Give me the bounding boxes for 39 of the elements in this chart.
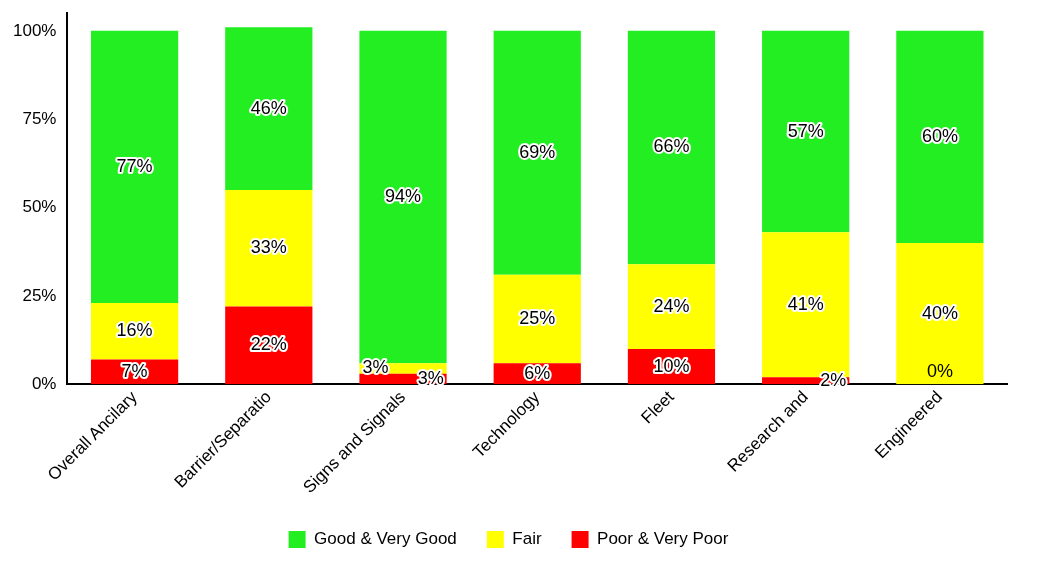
- data-label: 25%: [519, 307, 556, 328]
- data-label: 3%: [417, 368, 444, 389]
- y-tick-label: 100%: [13, 20, 57, 40]
- y-tick-label: 0%: [31, 374, 57, 394]
- data-label: 77%: [116, 155, 153, 176]
- bar: [762, 30, 850, 233]
- data-label: 33%: [250, 237, 287, 258]
- bar: [627, 264, 716, 349]
- data-label: 22%: [250, 334, 287, 355]
- data-label: 40%: [921, 302, 958, 323]
- data-label: 3%: [362, 357, 389, 378]
- data-label: 16%: [116, 320, 153, 341]
- data-label: 10%: [653, 355, 690, 376]
- data-label: 66%: [653, 136, 690, 157]
- data-label: 60%: [921, 125, 958, 146]
- y-tick-label: 50%: [22, 197, 57, 217]
- bar: [896, 30, 984, 243]
- bar: [493, 30, 581, 275]
- bar: [627, 30, 716, 265]
- bar: [225, 189, 313, 307]
- y-tick-label: 25%: [22, 285, 57, 305]
- data-label: 6%: [524, 362, 551, 383]
- legend-label: Good & Very Good: [314, 529, 457, 549]
- annotation: 0%: [926, 361, 953, 382]
- legend-label: Fair: [512, 529, 542, 549]
- data-label: 69%: [519, 141, 556, 162]
- data-label: 94%: [385, 185, 422, 206]
- y-tick-label: 75%: [22, 108, 57, 128]
- data-label: 46%: [250, 97, 287, 118]
- bar: [493, 274, 581, 364]
- data-label: 7%: [121, 360, 148, 381]
- bar: [225, 27, 313, 190]
- bar: [896, 242, 984, 385]
- data-label: 57%: [787, 120, 824, 141]
- bar: [90, 30, 179, 304]
- data-label: 41%: [787, 293, 824, 314]
- bar: [225, 306, 313, 385]
- data-label: 24%: [653, 295, 690, 316]
- legend-label: Poor & Very Poor: [597, 529, 729, 549]
